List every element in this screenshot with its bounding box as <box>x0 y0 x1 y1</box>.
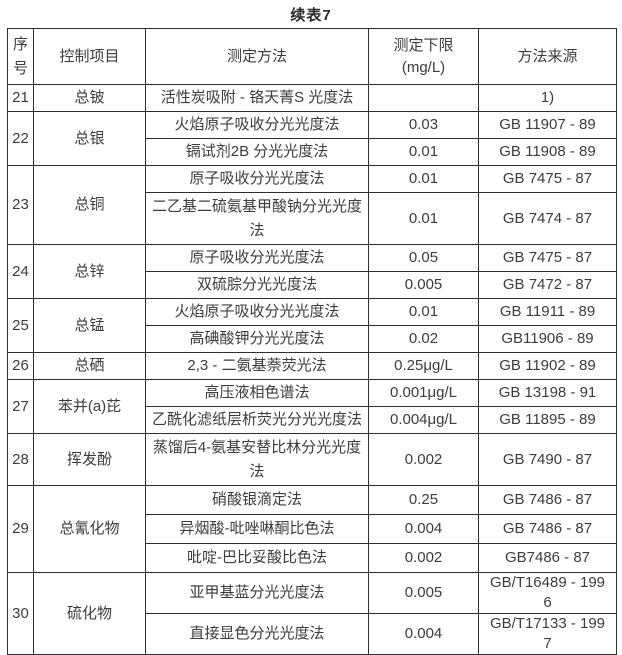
limit-cell <box>368 84 479 112</box>
source-cell: GB 11911 - 89 <box>478 298 617 326</box>
limit-cell: 0.25μg/L <box>368 352 479 380</box>
row-no: 25 <box>7 298 34 353</box>
col-header-source: 方法来源 <box>478 28 617 85</box>
limit-cell: 0.001μg/L <box>368 379 479 407</box>
method-cell: 高碘酸钾分光光度法 <box>145 325 369 353</box>
table-row: 30 硫化物 亚甲基蓝分光光度法 0.005 GB/T16489 - 1996 <box>7 572 617 655</box>
table-row: 27 苯并(a)芘 高压液相色谱法 0.001μg/L GB 13198 - 9… <box>7 379 617 434</box>
item-cell: 挥发酚 <box>33 433 146 486</box>
source-cell: GB 11907 - 89 <box>478 111 617 139</box>
method-cell: 双硫腙分光光度法 <box>145 271 369 299</box>
table-row: 25 总锰 火焰原子吸收分光光度法 0.01 GB 11911 - 89 <box>7 298 617 353</box>
method-cell: 活性炭吸附 - 铬天菁S 光度法 <box>145 84 369 112</box>
limit-cell: 0.004 <box>368 514 479 544</box>
limit-cell: 0.002 <box>368 433 479 486</box>
table-row: 28 挥发酚 蒸馏后4-氨基安替比林分光光度法 0.002 GB 7490 - … <box>7 433 617 486</box>
method-cell: 异烟酸-吡唑啉酮比色法 <box>145 514 369 544</box>
table-row: 异烟酸-吡唑啉酮比色法 0.004 GB 7486 - 87 <box>8 514 617 544</box>
limit-cell: 0.01 <box>368 298 479 326</box>
limit-cell: 0.005 <box>368 271 479 299</box>
col-header-limit: 测定下限 (mg/L) <box>368 28 479 85</box>
source-cell: GB 7486 - 87 <box>478 514 617 544</box>
limit-cell: 0.02 <box>368 325 479 353</box>
item-cell: 总硒 <box>33 352 146 380</box>
method-cell: 吡啶-巴比妥酸比色法 <box>145 543 369 573</box>
source-cell: GB 7475 - 87 <box>478 244 617 272</box>
item-cell: 总锌 <box>33 244 146 299</box>
limit-cell: 0.03 <box>368 111 479 139</box>
method-cell: 原子吸收分光光度法 <box>145 165 369 193</box>
table-row: 22 总银 火焰原子吸收分光光度法 0.03 GB 11907 - 89 <box>7 111 617 166</box>
row-no: 29 <box>7 485 34 573</box>
col-header-limit-line2: (mg/L) <box>401 58 446 76</box>
row-no: 28 <box>7 433 34 486</box>
source-cell: GB/T16489 - 1996 <box>478 572 617 614</box>
methods-table: 序号 控制项目 测定方法 测定下限 (mg/L) 方法来源 21 总铍 活性炭吸… <box>7 28 617 655</box>
source-cell: GB 11902 - 89 <box>478 352 617 380</box>
limit-cell: 0.004 <box>368 613 479 655</box>
item-cell: 总铜 <box>33 165 146 245</box>
source-cell: GB 7486 - 87 <box>478 485 617 515</box>
method-cell: 火焰原子吸收分光光度法 <box>145 298 369 326</box>
table-row: 26 总硒 2,3 - 二氨基萘荧光法 0.25μg/L GB 11902 - … <box>7 352 617 380</box>
method-cell: 蒸馏后4-氨基安替比林分光光度法 <box>145 433 369 486</box>
row-no: 30 <box>7 572 34 655</box>
col-header-item: 控制项目 <box>33 28 146 85</box>
table-row: 24 总锌 原子吸收分光光度法 0.05 GB 7475 - 87 <box>7 244 617 299</box>
col-header-method: 测定方法 <box>145 28 369 85</box>
table-title: 续表7 <box>290 7 332 24</box>
table-row: 23 总铜 原子吸收分光光度法 0.01 GB 7475 - 87 <box>7 165 617 245</box>
header-row: 序号 控制项目 测定方法 测定下限 (mg/L) 方法来源 <box>7 28 617 85</box>
source-cell: 1) <box>478 84 617 112</box>
source-cell: GB 7490 - 87 <box>478 433 617 486</box>
source-cell: GB 7475 - 87 <box>478 165 617 193</box>
row-no: 27 <box>7 379 34 434</box>
source-cell: GB7486 - 87 <box>478 543 617 573</box>
item-cell: 总银 <box>33 111 146 166</box>
item-cell: 总铍 <box>33 84 146 112</box>
method-cell: 原子吸收分光光度法 <box>145 244 369 272</box>
limit-cell: 0.01 <box>368 192 479 245</box>
row-no: 24 <box>7 244 34 299</box>
limit-cell: 0.005 <box>368 572 479 614</box>
table-row: 吡啶-巴比妥酸比色法 0.002 GB7486 - 87 <box>8 543 617 573</box>
item-cell: 硫化物 <box>33 572 146 655</box>
limit-cell: 0.25 <box>368 485 479 515</box>
source-cell: GB11906 - 89 <box>478 325 617 353</box>
source-cell: GB 11895 - 89 <box>478 406 617 434</box>
limit-cell: 0.002 <box>368 543 479 573</box>
col-header-no: 序号 <box>7 28 34 85</box>
table-row: 29 总氰化物 硝酸银滴定法 0.25 GB 7486 - 87 <box>7 485 617 573</box>
method-cell: 乙酰化滤纸层析荧光分光光度法 <box>145 406 369 434</box>
row-no: 26 <box>7 352 34 380</box>
method-cell: 火焰原子吸收分光光度法 <box>145 111 369 139</box>
limit-cell: 0.05 <box>368 244 479 272</box>
method-cell: 二乙基二硫氨基甲酸钠分光光度法 <box>145 192 369 245</box>
source-cell: GB 11908 - 89 <box>478 138 617 166</box>
method-cell: 高压液相色谱法 <box>145 379 369 407</box>
table-row: 镉试剂2B 分光光度法 0.01 GB 11908 - 89 <box>8 138 617 166</box>
method-cell: 亚甲基蓝分光光度法 <box>145 572 369 614</box>
row-no: 22 <box>7 111 34 166</box>
source-cell: GB 13198 - 91 <box>478 379 617 407</box>
limit-cell: 0.004μg/L <box>368 406 479 434</box>
row-no: 23 <box>7 165 34 245</box>
method-cell: 直接显色分光光度法 <box>145 613 369 655</box>
limit-cell: 0.01 <box>368 138 479 166</box>
table-row: 二乙基二硫氨基甲酸钠分光光度法 0.01 GB 7474 - 87 <box>8 192 617 245</box>
method-cell: 镉试剂2B 分光光度法 <box>145 138 369 166</box>
row-no: 21 <box>7 84 34 112</box>
method-cell: 2,3 - 二氨基萘荧光法 <box>145 352 369 380</box>
item-cell: 总氰化物 <box>33 485 146 573</box>
source-cell: GB 7474 - 87 <box>478 192 617 245</box>
source-cell: GB 7472 - 87 <box>478 271 617 299</box>
item-cell: 苯并(a)芘 <box>33 379 146 434</box>
table-row: 21 总铍 活性炭吸附 - 铬天菁S 光度法 1) <box>7 84 617 112</box>
col-header-limit-line1: 测定下限 <box>393 36 454 54</box>
limit-cell: 0.01 <box>368 165 479 193</box>
source-cell: GB/T17133 - 1997 <box>478 613 617 655</box>
item-cell: 总锰 <box>33 298 146 353</box>
method-cell: 硝酸银滴定法 <box>145 485 369 515</box>
table-row: 高碘酸钾分光光度法 0.02 GB11906 - 89 <box>8 325 617 353</box>
